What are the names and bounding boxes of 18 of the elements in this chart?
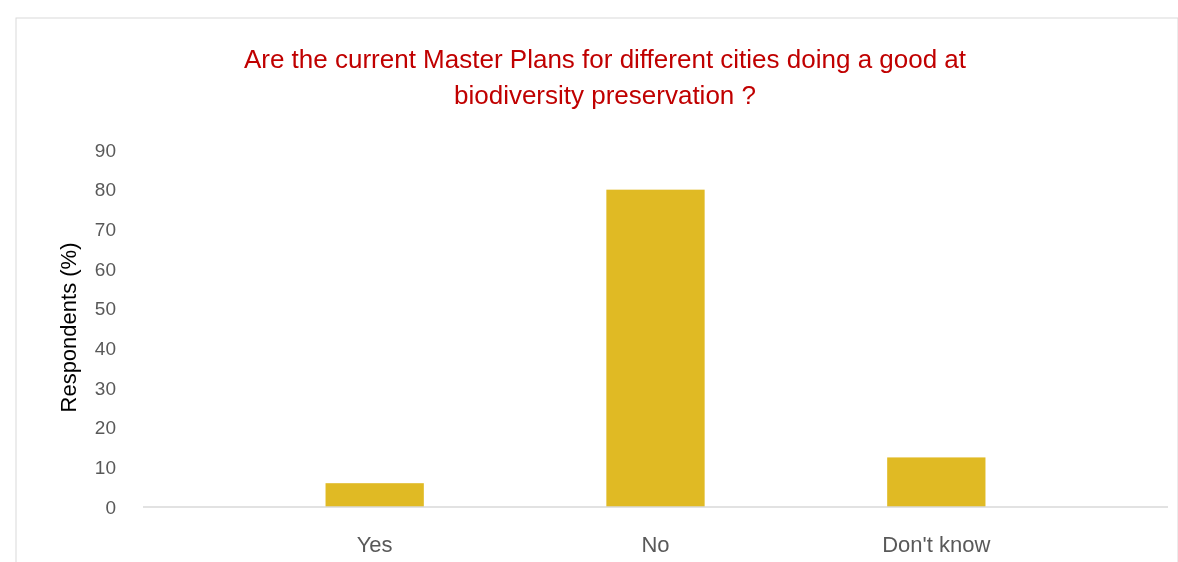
y-tick-label: 70	[94, 218, 116, 240]
y-tick-label: 10	[94, 456, 116, 478]
y-tick-label: 90	[94, 139, 116, 161]
y-tick-label: 80	[94, 179, 116, 201]
y-axis-title: Respondents (%)	[56, 242, 81, 413]
x-tick-label: Don't know	[882, 532, 991, 557]
bar	[325, 483, 424, 507]
y-tick-label: 50	[94, 298, 116, 320]
y-tick-label: 30	[94, 377, 116, 399]
y-tick-label: 20	[94, 417, 116, 439]
chart-title: Are the current Master Plans for different cities doing a good at biodiversity preservation ?	[243, 44, 967, 110]
y-tick-label: 40	[94, 337, 116, 359]
x-tick-label: No	[641, 532, 670, 557]
bar	[887, 457, 986, 507]
bar	[606, 189, 705, 507]
y-tick-label: 0	[105, 496, 116, 518]
y-tick-label: 60	[94, 258, 116, 280]
x-tick-label: Yes	[356, 532, 393, 557]
